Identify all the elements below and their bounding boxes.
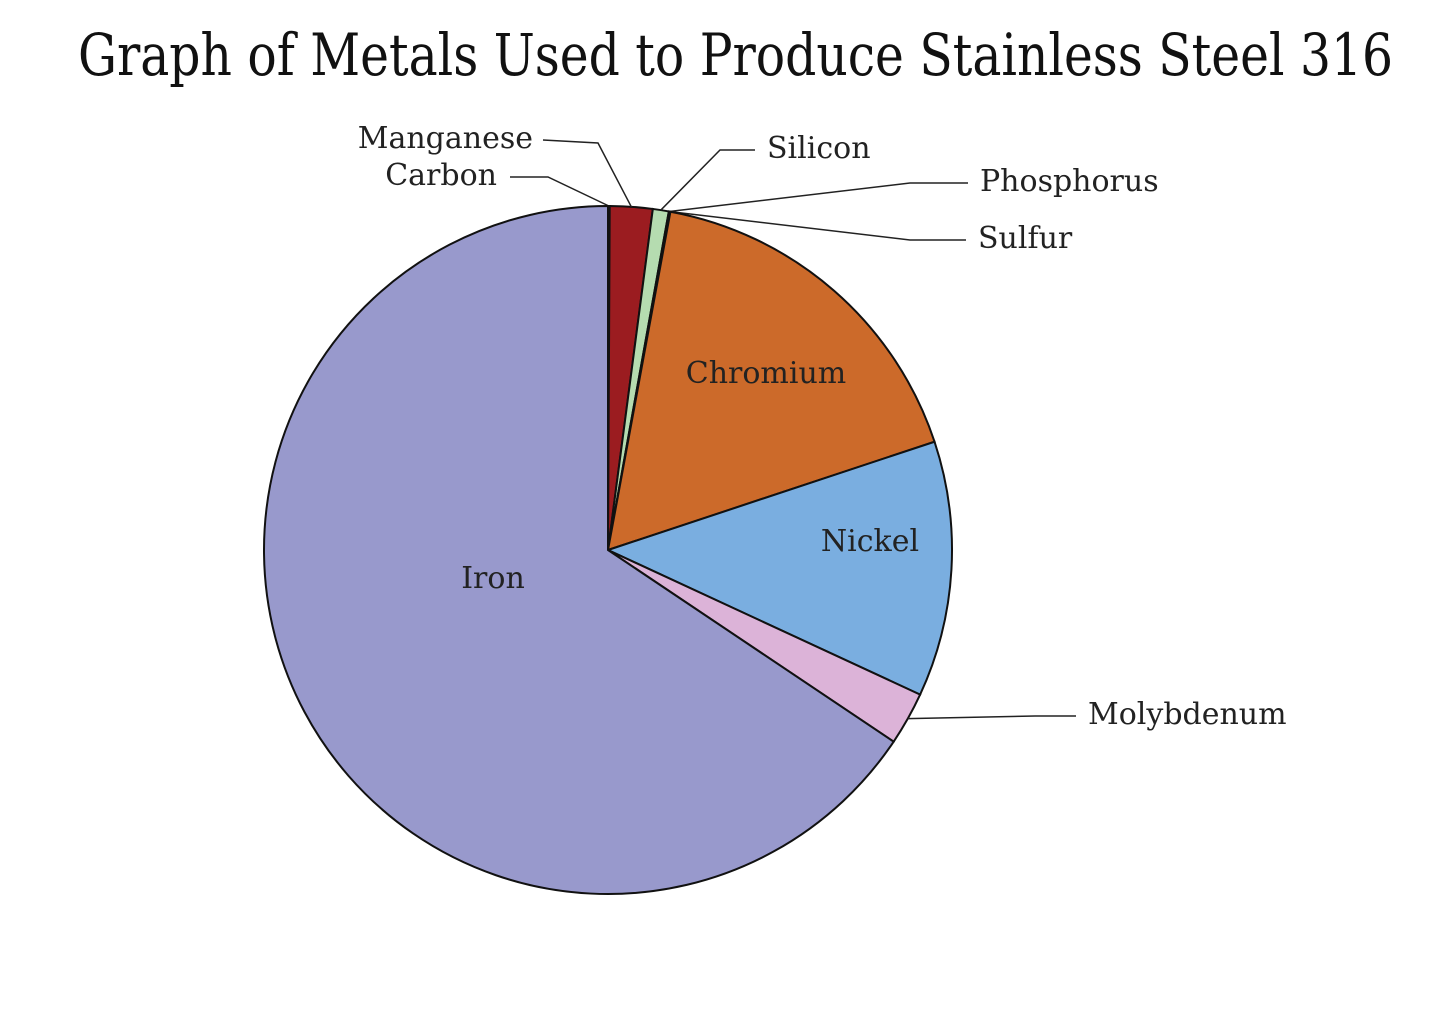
pie-slice [606, 210, 936, 552]
slice-label: Molybdenum [1088, 697, 1287, 732]
leader-line [660, 149, 755, 211]
leader-line [669, 182, 968, 213]
slice-label: Phosphorus [980, 164, 1159, 199]
slice-label: Nickel [821, 524, 919, 559]
leader-line [510, 176, 610, 207]
slice-label: Sulfur [978, 221, 1073, 256]
pie-slice [263, 204, 896, 895]
leader-line [670, 210, 966, 241]
slice-label: Silicon [767, 131, 871, 166]
slice-label: Manganese [358, 121, 533, 156]
leader-line [542, 139, 632, 208]
leader-line [907, 715, 1076, 720]
slice-label: Carbon [385, 158, 497, 193]
chart-title: Graph of Metals Used to Produce Stainles… [78, 21, 1393, 89]
slice-label: Chromium [686, 356, 847, 391]
slice-label: Iron [461, 561, 525, 596]
pie-slice [605, 440, 953, 696]
